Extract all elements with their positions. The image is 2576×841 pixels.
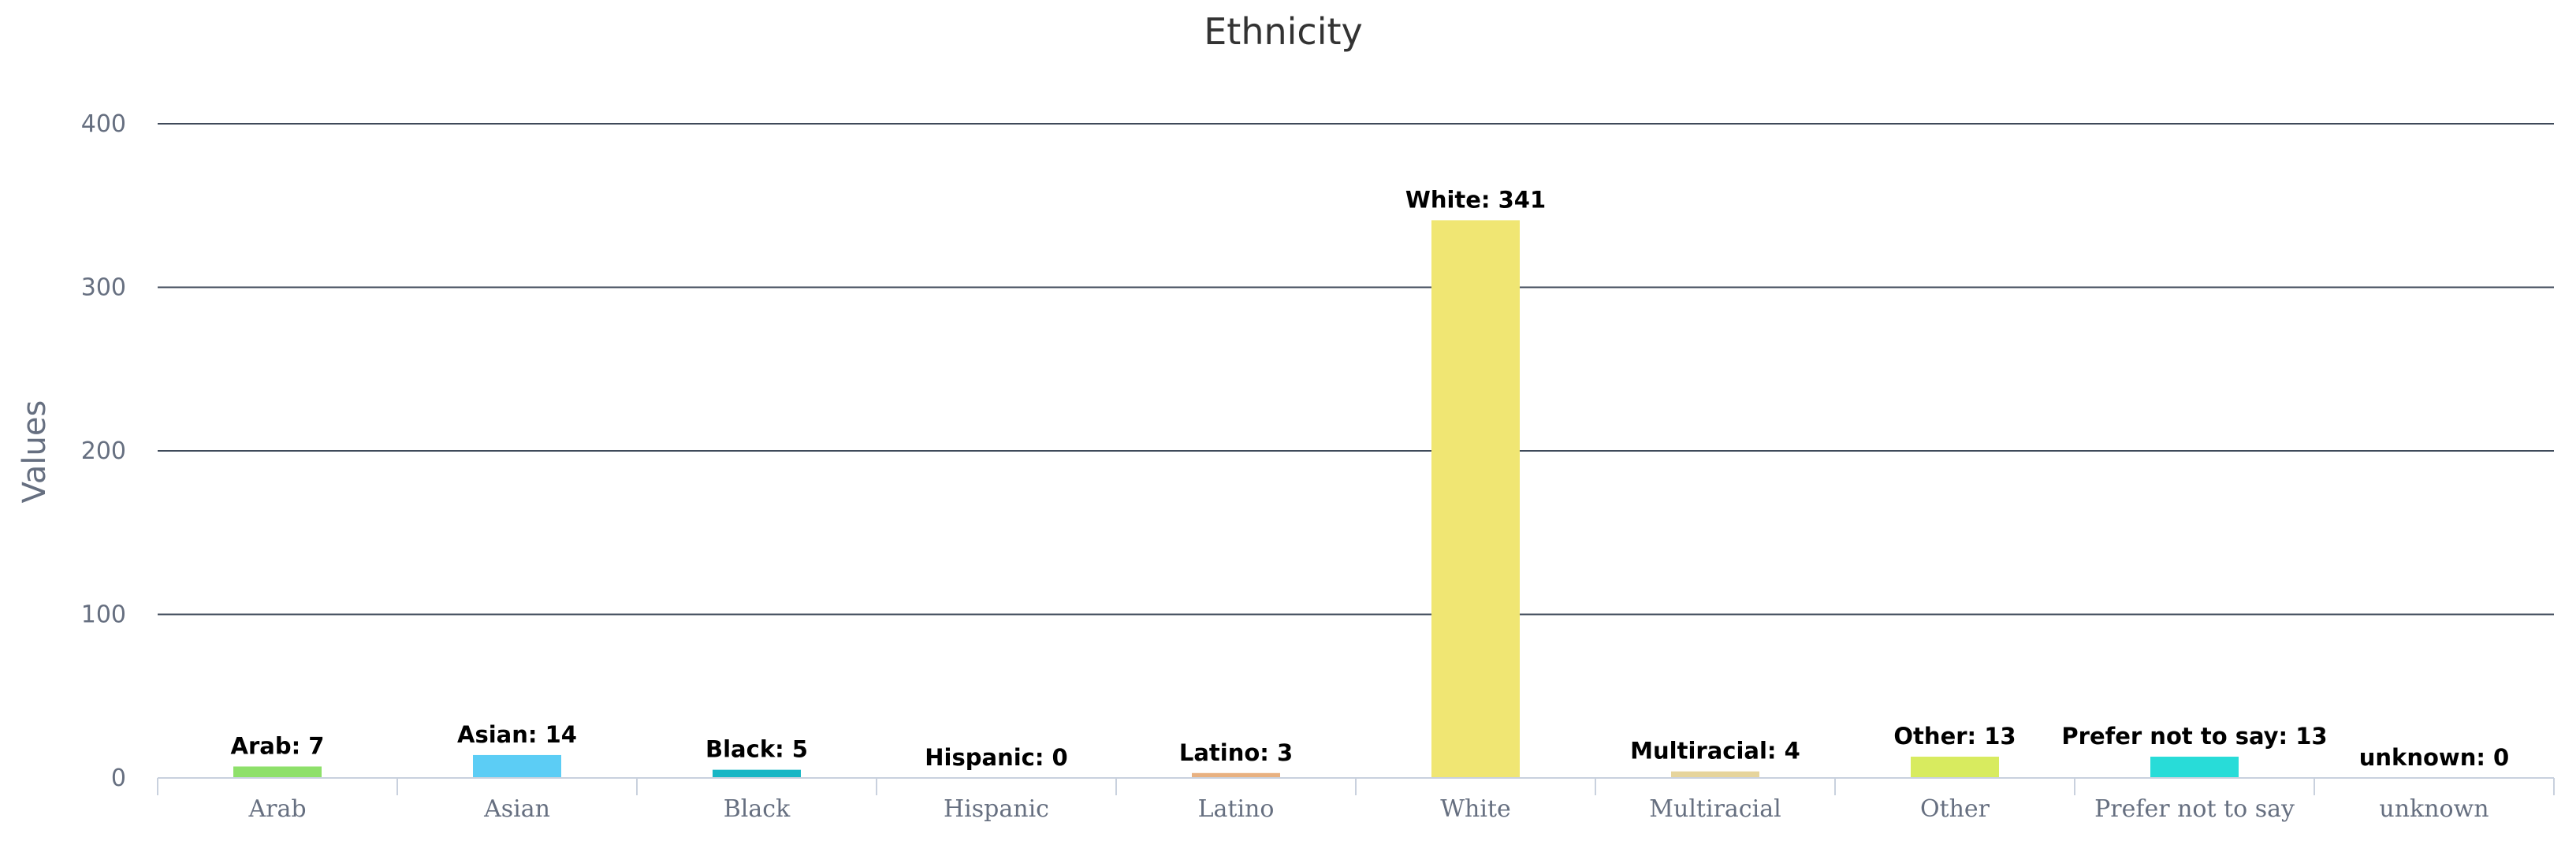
data-label-5: White: 341 bbox=[1405, 186, 1546, 213]
x-tick-label-2: Black bbox=[724, 795, 791, 823]
x-tick-label-6: Multiracial bbox=[1649, 795, 1781, 823]
bar-arab[interactable] bbox=[233, 766, 322, 778]
x-tick-label-9: unknown bbox=[2379, 795, 2489, 823]
data-label-9: unknown: 0 bbox=[2359, 744, 2509, 771]
data-label-4: Latino: 3 bbox=[1179, 739, 1293, 766]
data-label-8: Prefer not to say: 13 bbox=[2061, 723, 2327, 750]
y-axis-ticks: 0 100 200 300 400 bbox=[81, 110, 126, 792]
x-tick-label-0: Arab bbox=[248, 795, 306, 823]
bar-other[interactable] bbox=[1911, 757, 1999, 778]
grid-lines bbox=[158, 123, 2554, 616]
chart-title: Ethnicity bbox=[1204, 10, 1363, 53]
data-label-7: Other: 13 bbox=[1893, 723, 2016, 750]
y-axis-label: Values bbox=[17, 400, 53, 504]
data-label-1: Asian: 14 bbox=[457, 721, 577, 748]
bar-white[interactable] bbox=[1431, 220, 1520, 778]
bar-prefer-not-to-say[interactable] bbox=[2150, 757, 2239, 778]
data-labels: Arab: 7 Asian: 14 Black: 5 Hispanic: 0 Latin… bbox=[231, 186, 2510, 771]
x-tick-label-1: Asian bbox=[483, 795, 550, 823]
x-axis: Arab Asian Black Hispanic Latino White Multira… bbox=[157, 777, 2555, 823]
y-tick-label-1: 100 bbox=[81, 601, 126, 629]
bars bbox=[233, 220, 2239, 778]
y-tick-label-3: 300 bbox=[81, 274, 126, 302]
bar-black[interactable] bbox=[713, 769, 801, 778]
bar-asian[interactable] bbox=[473, 754, 561, 778]
x-tick-label-5: White bbox=[1440, 795, 1511, 823]
x-tick-label-7: Other bbox=[1920, 795, 1990, 823]
y-tick-label-4: 400 bbox=[81, 110, 126, 138]
x-tick-label-8: Prefer not to say bbox=[2094, 795, 2295, 823]
data-label-3: Hispanic: 0 bbox=[925, 744, 1067, 771]
bar-multiracial[interactable] bbox=[1671, 771, 1759, 778]
x-tick-label-3: Hispanic bbox=[944, 795, 1049, 823]
y-tick-label-2: 200 bbox=[81, 437, 126, 465]
x-tick-label-4: Latino bbox=[1198, 795, 1275, 823]
data-label-2: Black: 5 bbox=[705, 736, 808, 763]
bar-latino[interactable] bbox=[1192, 772, 1280, 778]
y-tick-label-0: 0 bbox=[111, 765, 126, 792]
data-label-0: Arab: 7 bbox=[231, 732, 325, 759]
data-label-6: Multiracial: 4 bbox=[1630, 738, 1800, 765]
